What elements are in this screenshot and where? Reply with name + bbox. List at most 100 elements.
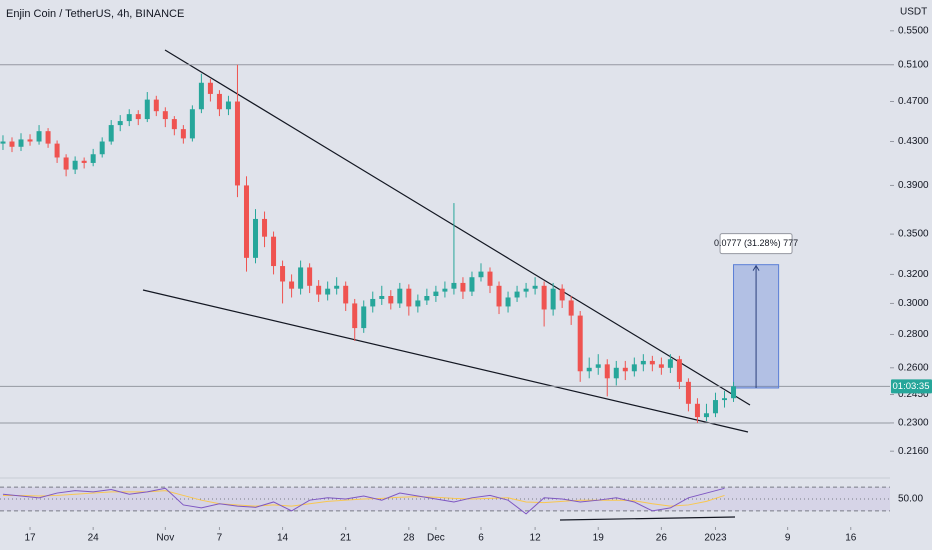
candle-body bbox=[243, 185, 249, 258]
candle-body bbox=[379, 296, 385, 299]
candle-body bbox=[514, 291, 520, 298]
candle-body bbox=[18, 139, 24, 147]
x-tick-label: Nov bbox=[156, 533, 174, 544]
x-tick-label: 6 bbox=[478, 533, 484, 544]
candle-body bbox=[640, 360, 646, 365]
y-tick-label: 0.2600 bbox=[898, 362, 929, 373]
candle-body bbox=[234, 101, 240, 186]
candle-body bbox=[63, 157, 69, 170]
rsi-ma-line bbox=[2, 490, 725, 507]
y-tick-label: 0.2160 bbox=[898, 446, 929, 457]
rsi-tick-label: 50.00 bbox=[898, 494, 923, 505]
candle-body bbox=[271, 236, 277, 267]
candle-body bbox=[72, 160, 78, 170]
trendline-upper bbox=[164, 49, 751, 406]
measure-label-box bbox=[719, 233, 793, 255]
candle-body bbox=[36, 131, 42, 142]
chart-title: Enjin Coin / TetherUS, 4h, BINANCE bbox=[6, 8, 184, 20]
candle-body bbox=[469, 277, 475, 292]
candle-body bbox=[153, 99, 159, 112]
candle-body bbox=[45, 131, 51, 144]
y-tick-label: 0.3500 bbox=[898, 229, 929, 240]
candle-body bbox=[703, 413, 709, 418]
measure-label: 0.0777 (31.28%) 777 bbox=[714, 238, 798, 248]
candle-body bbox=[541, 285, 547, 310]
candle-body bbox=[397, 288, 403, 304]
candle-body bbox=[9, 141, 15, 147]
candle-body bbox=[216, 93, 222, 110]
candle-body bbox=[649, 360, 655, 365]
candle-body bbox=[262, 218, 268, 237]
y-tick-label: 0.3000 bbox=[898, 298, 929, 309]
candle-body bbox=[559, 288, 565, 301]
candle-body bbox=[523, 288, 529, 292]
candle-body bbox=[415, 300, 421, 307]
x-tick-label: 2023 bbox=[704, 533, 727, 544]
x-tick-label: Dec bbox=[427, 533, 445, 544]
countdown: 01:03:35 bbox=[893, 381, 930, 392]
candle-body bbox=[550, 288, 556, 310]
trendline-lower bbox=[142, 289, 749, 433]
candle-body bbox=[253, 218, 259, 258]
x-tick-label: 14 bbox=[277, 533, 289, 544]
candle-body bbox=[505, 297, 511, 307]
candle-body bbox=[99, 141, 105, 155]
candle-body bbox=[343, 285, 349, 304]
candle-body bbox=[198, 82, 204, 110]
x-tick-label: 21 bbox=[340, 533, 352, 544]
candle-body bbox=[307, 267, 313, 286]
rsi-trendline bbox=[559, 516, 736, 521]
candle-body bbox=[577, 315, 583, 372]
candle-body bbox=[731, 386, 737, 399]
candle-body bbox=[144, 99, 150, 120]
candle-body bbox=[622, 367, 628, 372]
candle-body bbox=[298, 267, 304, 289]
candle-body bbox=[0, 141, 6, 144]
y-tick-label: 0.5100 bbox=[898, 59, 929, 70]
candle-body bbox=[108, 125, 114, 142]
candle-body bbox=[658, 364, 664, 368]
candle-body bbox=[532, 285, 538, 289]
x-tick-label: 26 bbox=[656, 533, 668, 544]
y-tick-label: 0.2450 bbox=[898, 389, 929, 400]
x-tick-label: 19 bbox=[593, 533, 605, 544]
candle-body bbox=[370, 298, 376, 307]
candle-body bbox=[126, 114, 132, 122]
candle-body bbox=[586, 367, 592, 372]
candle-body bbox=[460, 282, 466, 292]
candle-body bbox=[54, 143, 60, 158]
candle-body bbox=[280, 266, 286, 282]
y-tick-label: 0.4300 bbox=[898, 136, 929, 147]
candle-body bbox=[496, 285, 502, 307]
candle-body bbox=[325, 288, 331, 295]
y-tick-label: 0.2800 bbox=[898, 329, 929, 340]
candle-body bbox=[631, 364, 637, 372]
rsi-line bbox=[2, 487, 725, 515]
candle-body bbox=[117, 121, 123, 126]
y-tick-label: 0.3200 bbox=[898, 269, 929, 280]
candle-body bbox=[90, 154, 96, 163]
candle-body bbox=[388, 296, 394, 304]
candle-body bbox=[361, 306, 367, 329]
candle-body bbox=[712, 400, 718, 414]
candle-body bbox=[171, 119, 177, 130]
candle-body bbox=[694, 403, 700, 418]
candle-body bbox=[568, 300, 574, 316]
candle-body bbox=[487, 271, 493, 286]
candle-body bbox=[722, 398, 728, 401]
y-unit: USDT bbox=[900, 7, 927, 18]
candle-body bbox=[289, 281, 295, 289]
candle-body bbox=[27, 139, 33, 142]
y-tick-label: 0.4700 bbox=[898, 96, 929, 107]
candle-body bbox=[667, 359, 673, 368]
candle-body bbox=[604, 364, 610, 379]
candle-body bbox=[685, 381, 691, 404]
candle-body bbox=[81, 160, 87, 163]
candle-body bbox=[478, 271, 484, 278]
candle-body bbox=[676, 359, 682, 382]
x-tick-label: 9 bbox=[785, 533, 791, 544]
candle-body bbox=[189, 109, 195, 139]
x-tick-label: 12 bbox=[530, 533, 542, 544]
